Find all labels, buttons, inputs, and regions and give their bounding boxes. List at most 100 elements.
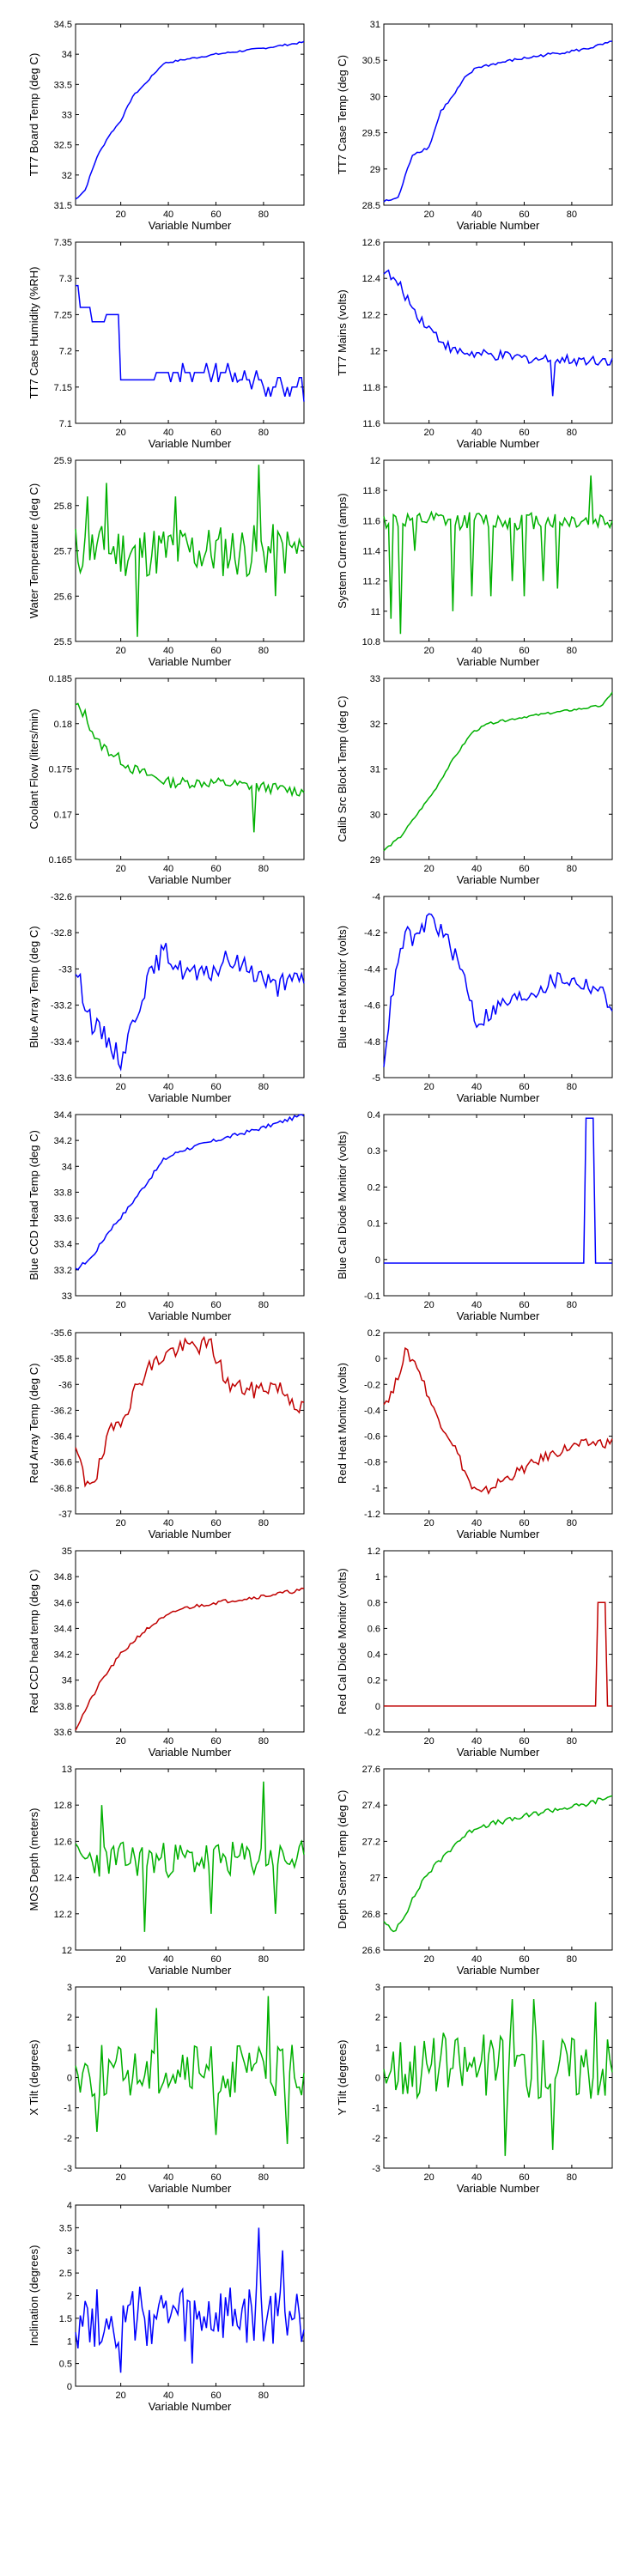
chart-panel: 7.1 7.15 7.2 7.25 7.3 7.35 20 40 60 80 Variable Nu…: [27, 238, 305, 450]
y-axis-label: Calib Src Block Temp (deg C): [336, 696, 349, 841]
chart-panel: 33 33.2 33.4 33.6 33.8 34 34.2 34.4 20 40 60 80 Vari…: [27, 1110, 305, 1322]
x-tick-label: 60: [210, 646, 221, 656]
y-tick-label: 31: [370, 765, 380, 775]
y-axis-label: Blue Array Temp (deg C): [27, 926, 40, 1048]
y-tick-label: 7.2: [59, 347, 72, 357]
chart-panel: 31.5 32 32.5 33 33.5 34 34.5 20 40 60 80 Variable N…: [27, 20, 305, 232]
x-tick-label: 40: [163, 1954, 173, 1965]
y-tick-label: 33.2: [54, 1266, 72, 1276]
x-tick-label: 20: [116, 1736, 126, 1747]
y-tick-label: 34.5: [54, 20, 72, 30]
x-tick-label: 40: [163, 210, 173, 220]
x-tick-label: 20: [424, 428, 434, 438]
y-tick-label: 12.2: [362, 310, 380, 320]
y-axis-label: MOS Depth (meters): [27, 1808, 40, 1911]
y-tick-label: -4.8: [364, 1037, 380, 1048]
y-tick-label: 11.8: [362, 383, 380, 393]
x-tick-label: 60: [210, 2172, 221, 2183]
series-line: [383, 691, 613, 852]
x-tick-label: 80: [258, 1300, 269, 1310]
y-tick-label: -33.6: [51, 1073, 72, 1084]
plot-frame: [75, 677, 305, 860]
x-axis-label: Variable Number: [457, 219, 540, 232]
y-tick-label: 0.185: [48, 674, 72, 684]
x-tick-label: 80: [258, 864, 269, 874]
y-tick-label: -33.4: [51, 1037, 72, 1048]
y-tick-label: 0: [375, 2074, 380, 2084]
y-tick-label: 0.4: [368, 1110, 380, 1121]
y-tick-label: 0.165: [48, 855, 72, 866]
x-axis-label: Variable Number: [149, 1746, 232, 1759]
y-tick-label: 34: [62, 1162, 72, 1172]
y-tick-label: 1: [375, 2043, 380, 2053]
x-tick-label: 80: [258, 2391, 269, 2401]
x-axis-label: Variable Number: [149, 219, 232, 232]
plot-frame: [383, 241, 613, 424]
series-line: [75, 943, 305, 1072]
y-tick-label: -0.8: [364, 1458, 380, 1468]
x-tick-label: 40: [471, 1954, 482, 1965]
y-axis-label: Red CCD head temp (deg C): [27, 1570, 40, 1714]
plot-frame: [383, 23, 613, 206]
x-tick-label: 20: [424, 1736, 434, 1747]
y-tick-label: 32.5: [54, 141, 72, 151]
plot-frame: [75, 1332, 305, 1515]
y-axis-label: TT7 Mains (volts): [336, 289, 349, 375]
series-line: [75, 1587, 305, 1731]
y-tick-label: 11.6: [362, 516, 380, 526]
y-tick-label: 29.5: [362, 129, 380, 139]
y-tick-label: 0: [67, 2382, 72, 2392]
y-tick-label: 12.6: [362, 238, 380, 248]
chart-panel: 29 30 31 32 33 20 40 60 80 Variable Number Calib S…: [336, 674, 613, 886]
x-tick-label: 80: [258, 646, 269, 656]
y-tick-label: 12: [370, 456, 380, 466]
y-tick-label: 7.35: [54, 238, 72, 248]
series-line: [75, 1781, 305, 1932]
plot-frame: [383, 1986, 613, 2169]
x-tick-label: 40: [163, 2391, 173, 2401]
y-tick-label: -36.4: [51, 1432, 72, 1443]
y-tick-label: 0.6: [368, 1624, 380, 1634]
y-tick-label: -3: [372, 2164, 380, 2174]
y-axis-label: Depth Sensor Temp (deg C): [336, 1790, 349, 1929]
y-tick-label: 3: [67, 2246, 72, 2257]
y-tick-label: 26.6: [362, 1946, 380, 1956]
y-tick-label: 2.5: [59, 2269, 72, 2279]
y-tick-label: -0.2: [364, 1380, 380, 1390]
y-axis-label: Red Heat Monitor (volts): [336, 1363, 349, 1484]
series-line: [75, 1335, 305, 1488]
y-axis-label: Blue Cal Diode Monitor (volts): [336, 1131, 349, 1279]
y-tick-label: 34.4: [54, 1624, 72, 1634]
y-tick-label: 12.8: [54, 1801, 72, 1811]
x-tick-label: 80: [567, 1954, 577, 1965]
y-tick-label: 27.4: [362, 1801, 380, 1811]
y-tick-label: -3: [64, 2164, 72, 2174]
y-tick-label: 0.175: [48, 765, 72, 775]
x-axis-label: Variable Number: [457, 1309, 540, 1322]
y-axis-label: TT7 Case Humidity (%RH): [27, 267, 40, 399]
chart-panel: -1.2 -1 -0.8 -0.6 -0.4 -0.2 0 0.2 20 40 60 80 Variab…: [336, 1328, 613, 1540]
y-tick-label: 0: [67, 2074, 72, 2084]
y-tick-label: 29: [370, 855, 380, 866]
y-tick-label: 11.4: [362, 547, 380, 557]
x-axis-label: Variable Number: [149, 1964, 232, 1977]
x-tick-label: 60: [519, 1736, 529, 1747]
plot-frame: [75, 23, 305, 206]
x-tick-label: 20: [116, 210, 126, 220]
x-tick-label: 60: [519, 1954, 529, 1965]
y-tick-label: -1: [372, 2104, 380, 2114]
y-axis-label: Red Cal Diode Monitor (volts): [336, 1568, 349, 1715]
x-tick-label: 40: [471, 2172, 482, 2183]
series-line: [383, 1346, 613, 1495]
chart-panel: 12 12.2 12.4 12.6 12.8 13 20 40 60 80 Variable Num…: [27, 1765, 305, 1977]
y-tick-label: -0.1: [364, 1291, 380, 1302]
y-tick-label: 11.6: [362, 419, 380, 429]
y-tick-label: -36: [58, 1380, 72, 1390]
x-axis-label: Variable Number: [149, 873, 232, 886]
series-line: [383, 475, 613, 635]
y-tick-label: 1.2: [368, 1546, 380, 1557]
series-line: [75, 702, 305, 833]
y-tick-label: 31.5: [54, 201, 72, 211]
x-tick-label: 20: [116, 1518, 126, 1528]
y-tick-label: 27.6: [362, 1765, 380, 1775]
